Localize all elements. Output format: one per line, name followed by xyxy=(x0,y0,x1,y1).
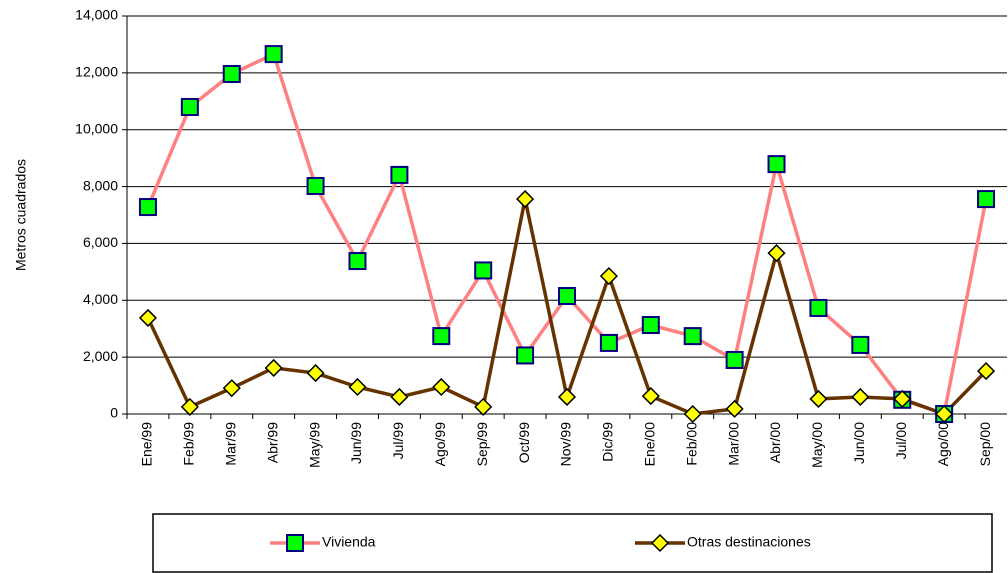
data-point xyxy=(683,327,702,346)
data-point xyxy=(641,387,660,406)
legend-marker xyxy=(286,534,304,552)
x-tick-label: Jul/99 xyxy=(390,422,406,460)
data-point xyxy=(767,155,786,174)
data-point xyxy=(557,387,577,407)
data-point xyxy=(641,316,660,335)
data-point xyxy=(558,287,576,306)
y-axis-label: Metros cuadrados xyxy=(13,159,29,271)
x-tick-label: Dic/99 xyxy=(600,422,616,462)
legend-label: Vivienda xyxy=(322,534,376,550)
x-tick-label: Mar/00 xyxy=(725,422,741,466)
y-tick-label: 0 xyxy=(110,405,118,421)
x-tick-label: Jul/00 xyxy=(893,422,909,460)
data-point xyxy=(516,346,535,365)
data-point xyxy=(474,261,493,280)
data-point xyxy=(264,45,283,64)
data-point xyxy=(432,377,451,397)
data-point xyxy=(893,389,912,408)
data-point xyxy=(851,387,870,407)
legend-marker xyxy=(650,533,670,553)
data-point xyxy=(264,358,283,378)
data-point xyxy=(809,298,828,317)
data-point xyxy=(306,177,325,196)
series-line xyxy=(146,198,988,417)
data-point xyxy=(851,335,870,354)
data-point xyxy=(599,333,618,352)
x-tick-label: May/00 xyxy=(809,422,825,468)
x-tick-label: Nov/99 xyxy=(558,422,574,467)
data-point xyxy=(977,190,996,209)
x-tick-label: Oct/99 xyxy=(516,422,532,463)
x-tick-label: Mar/99 xyxy=(222,422,238,466)
data-point xyxy=(348,252,367,271)
data-point xyxy=(516,190,535,209)
data-point xyxy=(767,244,786,263)
data-point xyxy=(222,64,241,83)
x-tick-label: Sep/99 xyxy=(474,422,490,467)
y-tick-label: 2,000 xyxy=(83,348,118,364)
legend-label: Otras destinaciones xyxy=(687,534,811,550)
x-tick-label: Jun/99 xyxy=(348,422,364,464)
x-tick-label: Ago/00 xyxy=(935,422,951,467)
data-point xyxy=(138,198,157,217)
y-tick-label: 14,000 xyxy=(75,7,118,23)
data-point xyxy=(180,397,199,416)
data-point xyxy=(809,389,828,408)
x-tick-label: Abr/00 xyxy=(767,422,783,463)
data-point xyxy=(976,362,996,381)
data-point xyxy=(599,267,618,286)
y-tick-label: 10,000 xyxy=(75,120,118,136)
x-tick-label: Sep/00 xyxy=(977,422,993,467)
data-point xyxy=(935,404,954,424)
x-tick-label: May/99 xyxy=(306,422,322,468)
data-point xyxy=(348,377,367,397)
data-point xyxy=(222,379,241,398)
data-point xyxy=(390,387,409,407)
data-point xyxy=(390,165,409,184)
data-point xyxy=(474,397,493,416)
data-point xyxy=(725,350,744,369)
x-tick-label: Ene/00 xyxy=(642,422,658,467)
data-point xyxy=(683,404,702,424)
y-tick-label: 12,000 xyxy=(75,64,118,80)
data-point xyxy=(180,97,199,116)
data-point xyxy=(725,399,744,418)
x-tick-label: Feb/00 xyxy=(683,422,699,466)
data-point xyxy=(432,327,451,346)
data-point xyxy=(306,364,325,383)
x-tick-label: Jun/00 xyxy=(851,422,867,464)
x-tick-label: Feb/99 xyxy=(181,422,197,466)
x-tick-label: Abr/99 xyxy=(264,422,280,463)
x-tick-label: Ago/99 xyxy=(432,422,448,467)
y-tick-label: 8,000 xyxy=(83,177,118,193)
x-tick-label: Ene/99 xyxy=(139,422,155,467)
y-tick-label: 4,000 xyxy=(83,291,118,307)
y-tick-label: 6,000 xyxy=(83,234,118,250)
data-point xyxy=(138,308,158,327)
